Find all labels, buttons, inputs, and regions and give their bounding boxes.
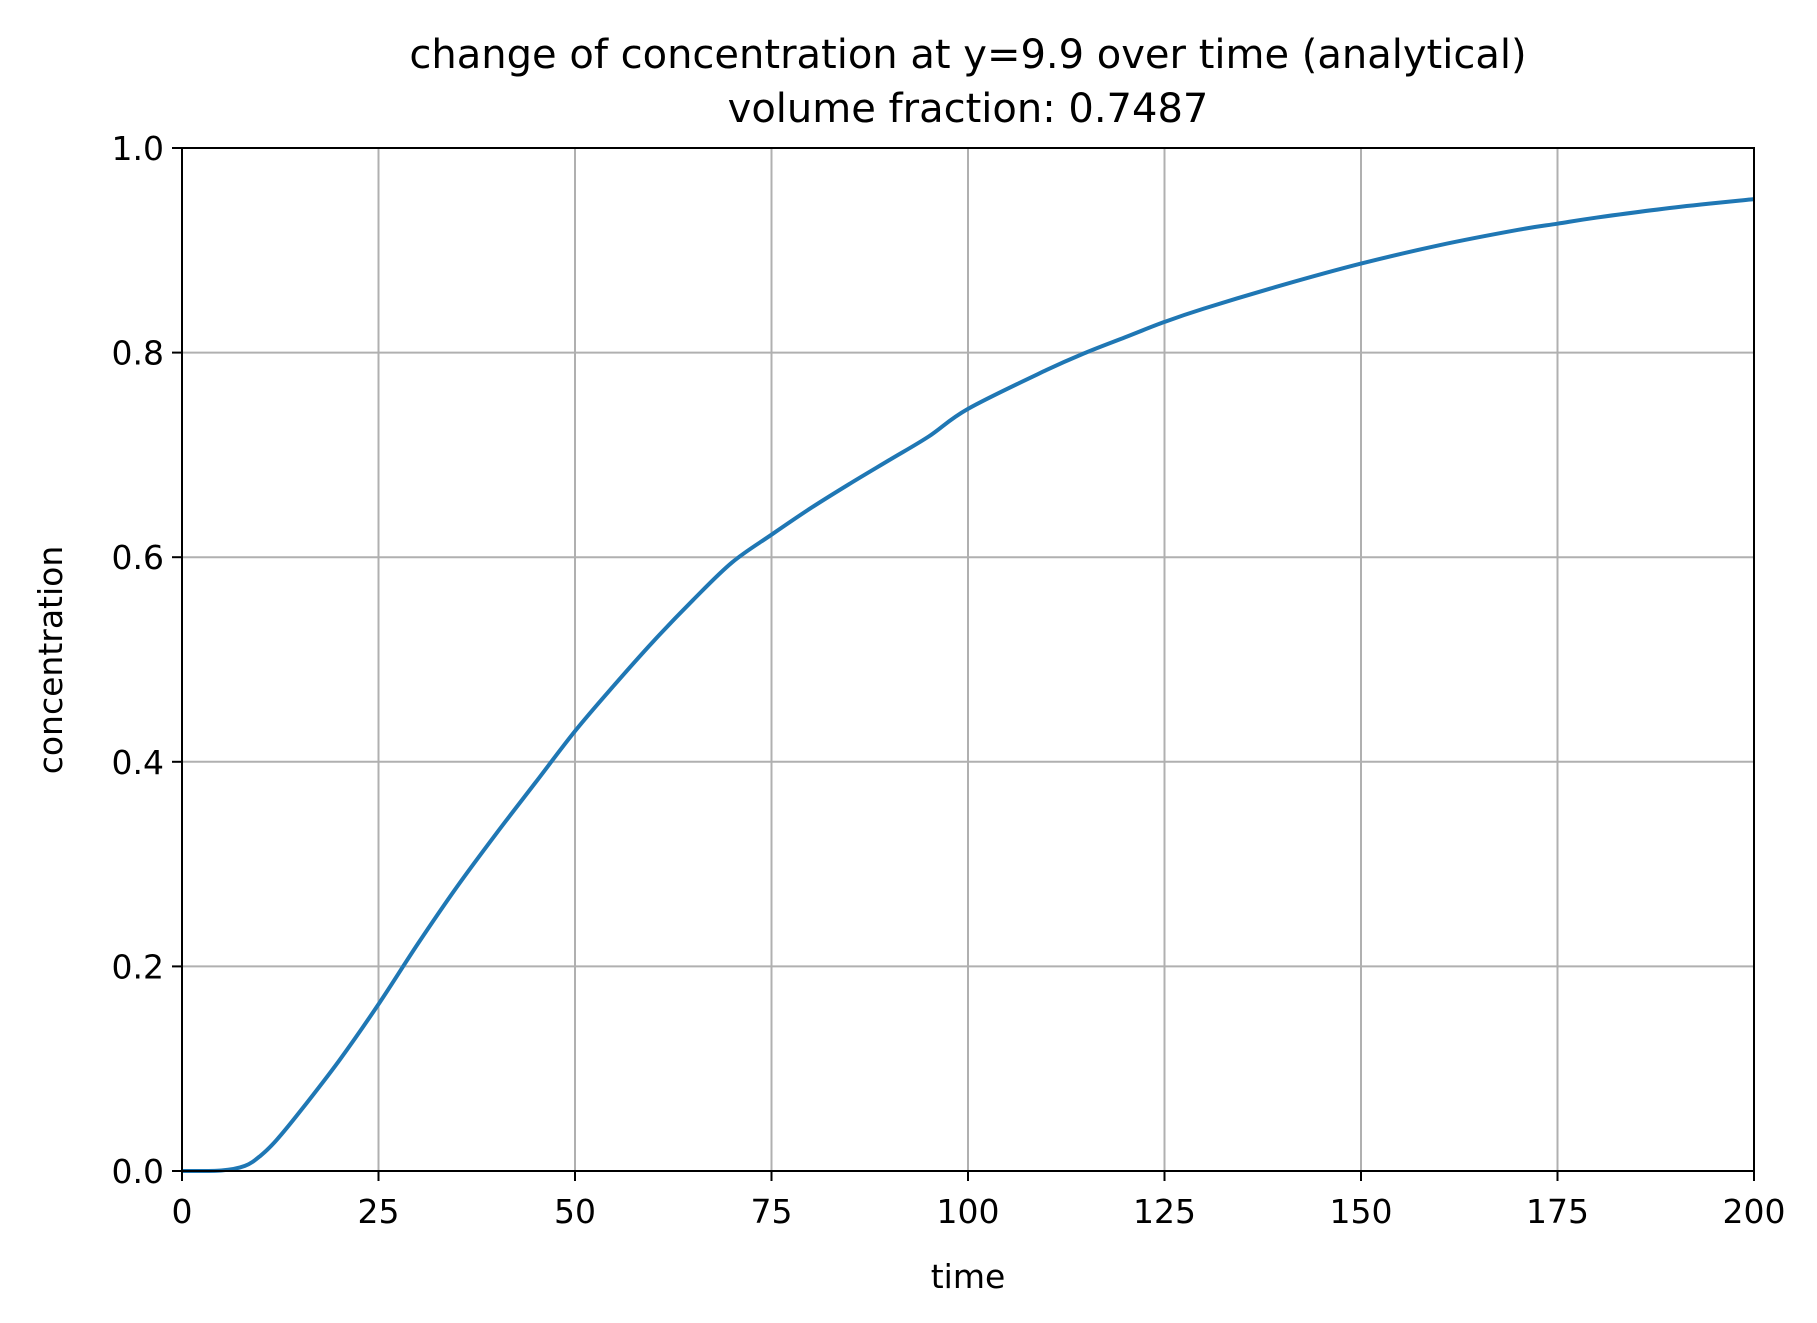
ticks: 0 25 50 75 100 125 150 175 200 0.0 0.2 0.4 0.6 0.8 1.0 [112, 129, 1786, 1231]
x-tick-label: 0 [172, 1192, 193, 1231]
x-axis-label: time [931, 1257, 1006, 1296]
x-tick-label: 25 [358, 1192, 400, 1231]
chart-subtitle: volume fraction: 0.7487 [728, 86, 1209, 132]
y-tick-label: 0.8 [112, 334, 164, 373]
y-tick-label: 0.4 [112, 743, 164, 782]
x-tick-label: 125 [1133, 1192, 1196, 1231]
y-tick-label: 0.6 [112, 538, 164, 577]
x-tick-label: 200 [1723, 1192, 1786, 1231]
x-tick-label: 50 [554, 1192, 596, 1231]
x-tick-label: 150 [1330, 1192, 1393, 1231]
y-axis-label: concentration [31, 546, 70, 775]
y-tick-label: 0.2 [112, 947, 164, 986]
y-tick-label: 0.0 [112, 1152, 164, 1191]
grid [181, 147, 1755, 1172]
concentration-series-line [181, 197, 1755, 1174]
x-tick-label: 75 [751, 1192, 793, 1231]
x-tick-label: 100 [937, 1192, 1000, 1231]
y-tick-label: 1.0 [112, 129, 164, 168]
series-layer [181, 197, 1755, 1174]
x-tick-label: 175 [1526, 1192, 1589, 1231]
chart-title: change of concentration at y=9.9 over ti… [409, 32, 1526, 78]
